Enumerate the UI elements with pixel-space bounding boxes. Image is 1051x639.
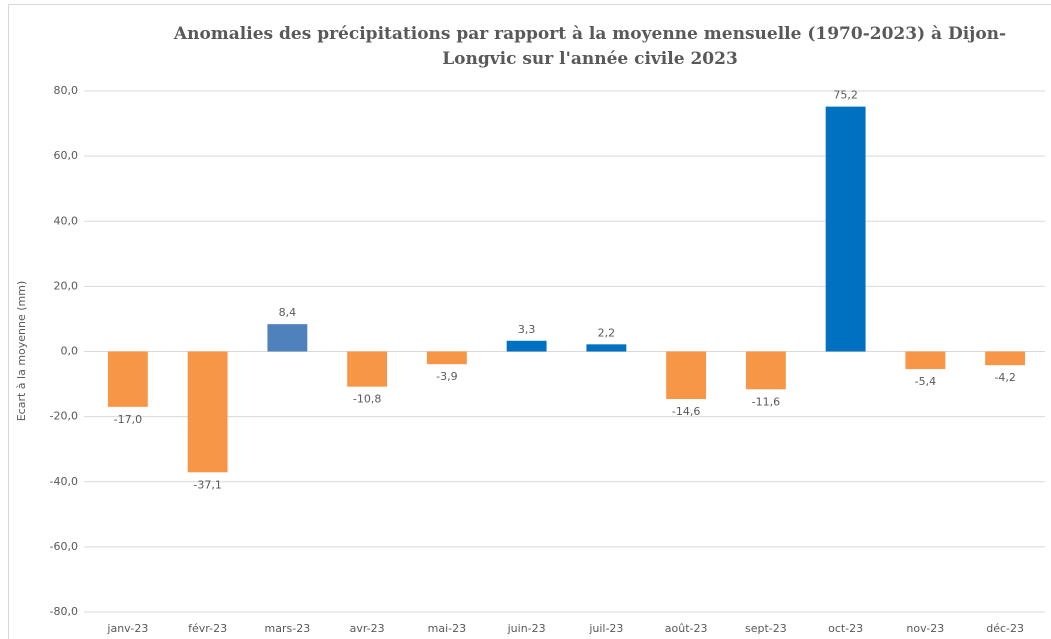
y-tick-label: 60,0 [54,149,79,162]
x-tick-label: avr-23 [350,622,385,635]
bar [267,324,308,352]
x-tick-label: févr-23 [188,622,227,635]
bar [586,344,627,352]
x-tick-label: déc-23 [986,622,1024,635]
bar [745,351,786,390]
x-tick-label: nov-23 [906,622,944,635]
y-tick-label: 0,0 [61,345,79,358]
data-label: -14,6 [672,405,700,418]
bar [985,351,1026,366]
y-tick-label: 80,0 [54,84,79,97]
chart-title: Anomalies des précipitations par rapport… [173,24,1007,69]
bar [107,351,148,407]
y-tick-label: -20,0 [50,410,78,423]
data-label: -17,0 [114,413,142,426]
bar [905,351,946,370]
x-tick-label: mars-23 [265,622,311,635]
x-tick-label: mai-23 [428,622,466,635]
bar [426,351,467,365]
data-label: -3,9 [436,370,457,383]
y-tick-label: -80,0 [50,605,78,618]
x-tick-label: sept-23 [745,622,787,635]
x-tick-label: juil-23 [588,622,623,635]
bar [187,351,228,473]
data-label: -37,1 [193,478,221,491]
data-label: -5,4 [915,375,936,388]
data-label: 3,3 [518,323,536,336]
bar [825,106,866,352]
y-tick-label: 40,0 [54,214,79,227]
x-tick-label: janv-23 [106,622,148,635]
data-label: 2,2 [598,326,616,339]
data-label: -4,2 [994,371,1015,384]
bar [666,351,707,400]
x-tick-label: août-23 [665,622,708,635]
x-tick-label: juin-23 [507,622,546,635]
y-tick-label: -40,0 [50,475,78,488]
x-tick-label: oct-23 [828,622,863,635]
bar [347,351,388,387]
data-label: -11,6 [752,395,780,408]
y-tick-label: -60,0 [50,540,78,553]
y-axis-label: Ecart à la moyenne (mm) [15,281,28,422]
chart-border [8,4,1051,639]
data-label: 8,4 [279,306,297,319]
y-tick-label: 20,0 [54,279,79,292]
bar [506,340,547,352]
data-label: -10,8 [353,393,381,406]
data-label: 75,2 [833,89,858,102]
